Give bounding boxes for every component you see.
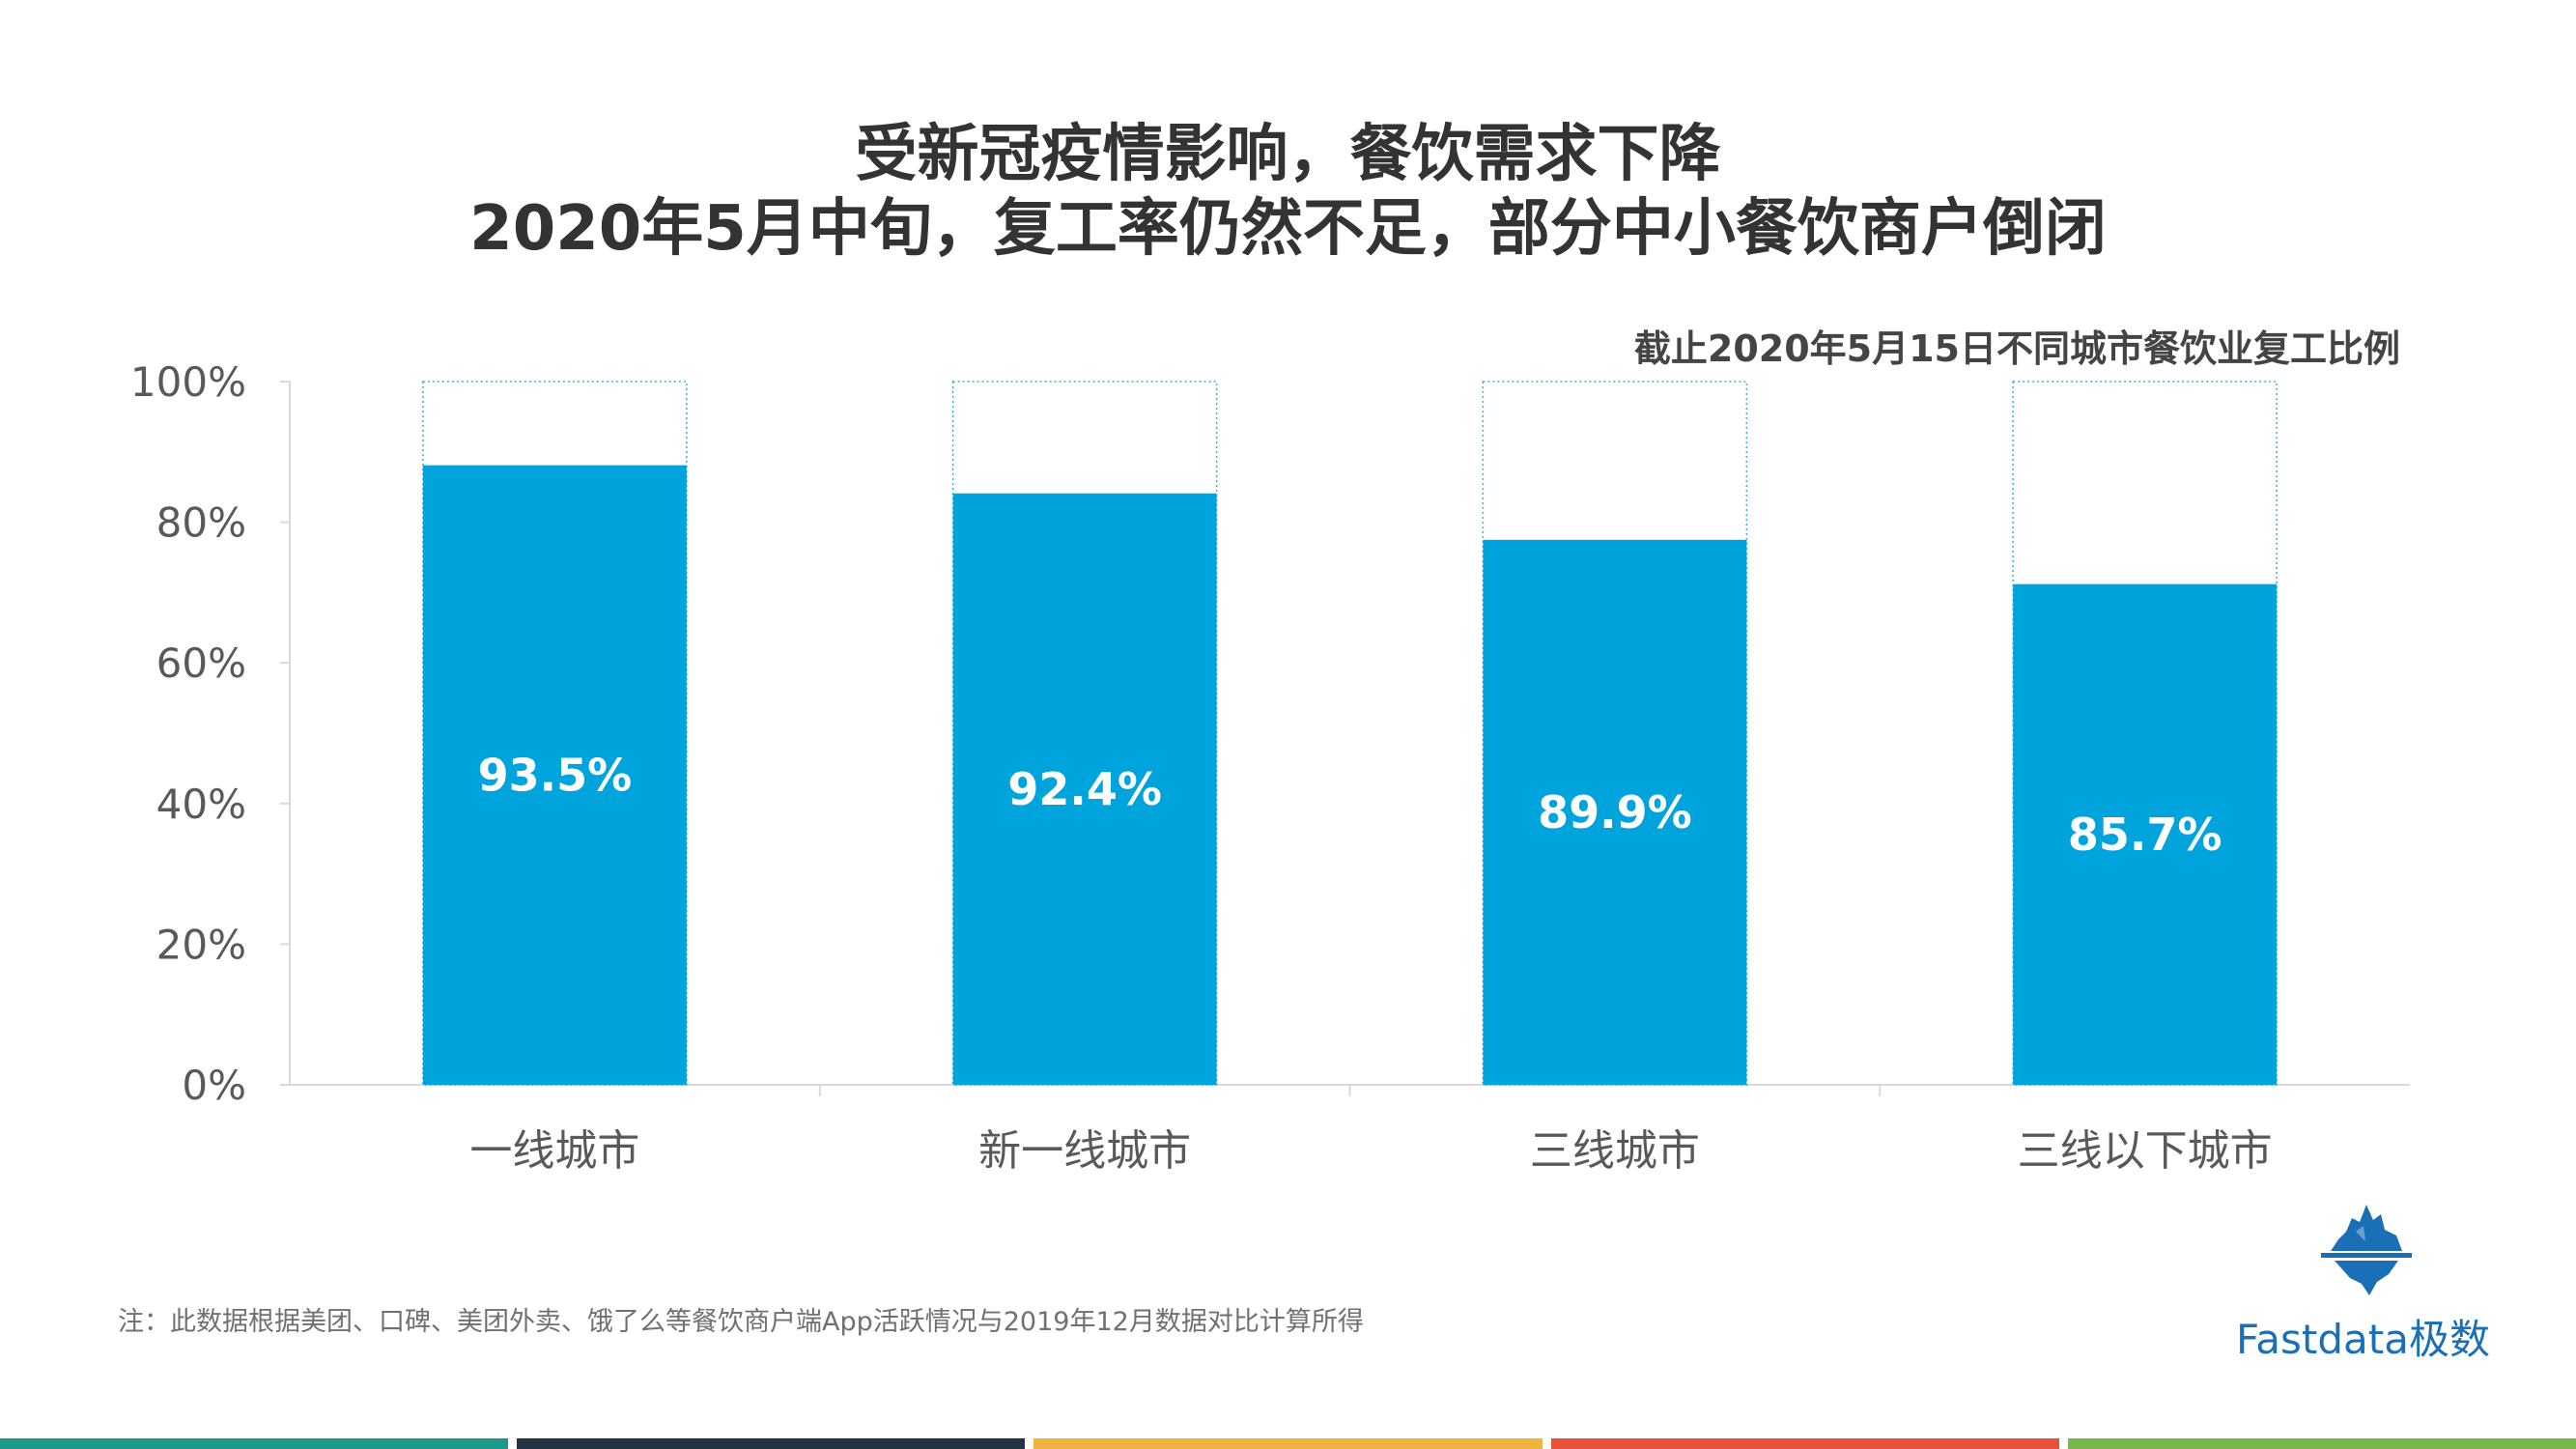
y-tick-label: 0% <box>182 1062 246 1109</box>
bar <box>1483 539 1747 1085</box>
bar-value-label: 89.9% <box>1538 786 1692 838</box>
bar <box>422 465 687 1086</box>
bar <box>2013 583 2278 1085</box>
brand: Fastdata极数 <box>2222 1203 2511 1367</box>
x-category-label: 新一线城市 <box>978 1126 1191 1176</box>
bar-chart: 0% 20% 40% 60% 80% 100% 93.5% 一线城市 92.4% 新一线城市 89.… <box>130 358 2410 1176</box>
x-category-label: 三线以下城市 <box>2018 1126 2273 1176</box>
stripe-segment <box>2067 1438 2576 1449</box>
stripe-segment <box>1550 1438 2059 1449</box>
bar-value-label: 92.4% <box>1007 763 1162 815</box>
bar-value-label: 85.7% <box>2068 809 2222 861</box>
y-tick-label: 100% <box>130 358 246 406</box>
stripe-segment <box>0 1438 509 1449</box>
bar <box>952 493 1217 1085</box>
x-category-label: 一线城市 <box>469 1126 639 1176</box>
x-category-label: 三线城市 <box>1530 1126 1700 1176</box>
brand-name: Fastdata极数 <box>2236 1316 2490 1363</box>
footnote: 注：此数据根据美团、口碑、美团外卖、饿了么等餐饮商户端App活跃情况与2019年… <box>118 1307 1364 1337</box>
iceberg-logo-icon <box>2321 1205 2412 1295</box>
title-line-1: 受新冠疫情影响，餐饮需求下降 <box>855 119 1721 190</box>
stripe-segment <box>517 1438 1026 1449</box>
y-tick-label: 20% <box>156 921 246 968</box>
bar-value-label: 93.5% <box>478 749 633 801</box>
title-line-2: 2020年5月中旬，复工率仍然不足，部分中小餐饮商户倒闭 <box>469 193 2107 265</box>
chart-subtitle: 截止2020年5月15日不同城市餐饮业复工比例 <box>1633 327 2400 370</box>
y-tick-label: 40% <box>156 781 246 828</box>
y-tick-label: 60% <box>156 639 246 687</box>
y-tick-label: 80% <box>156 499 246 547</box>
stripe-segment <box>1033 1438 1543 1449</box>
bottom-stripe <box>0 1438 2576 1449</box>
